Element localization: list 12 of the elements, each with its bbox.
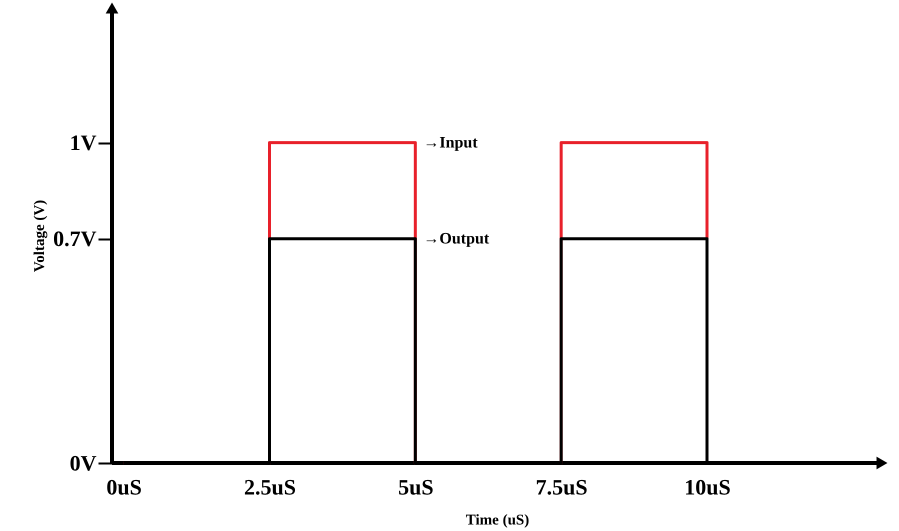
x-axis-title: Time (uS) bbox=[466, 512, 530, 528]
x-tick-label: 10uS bbox=[684, 474, 731, 500]
annotation: →Input bbox=[423, 134, 478, 152]
x-tick-label: 5uS bbox=[398, 474, 434, 500]
x-tick-label: 7.5uS bbox=[536, 474, 588, 500]
x-tick-label: 2.5uS bbox=[244, 474, 296, 500]
y-axis-title: Voltage (V) bbox=[32, 200, 48, 272]
y-tick-label: 0.7V bbox=[53, 226, 97, 252]
y-tick-label: 0V bbox=[70, 450, 97, 476]
y-tick-label: 1V bbox=[70, 130, 97, 156]
x-tick-label: 0uS bbox=[106, 474, 142, 500]
annotation: →Output bbox=[423, 230, 490, 248]
